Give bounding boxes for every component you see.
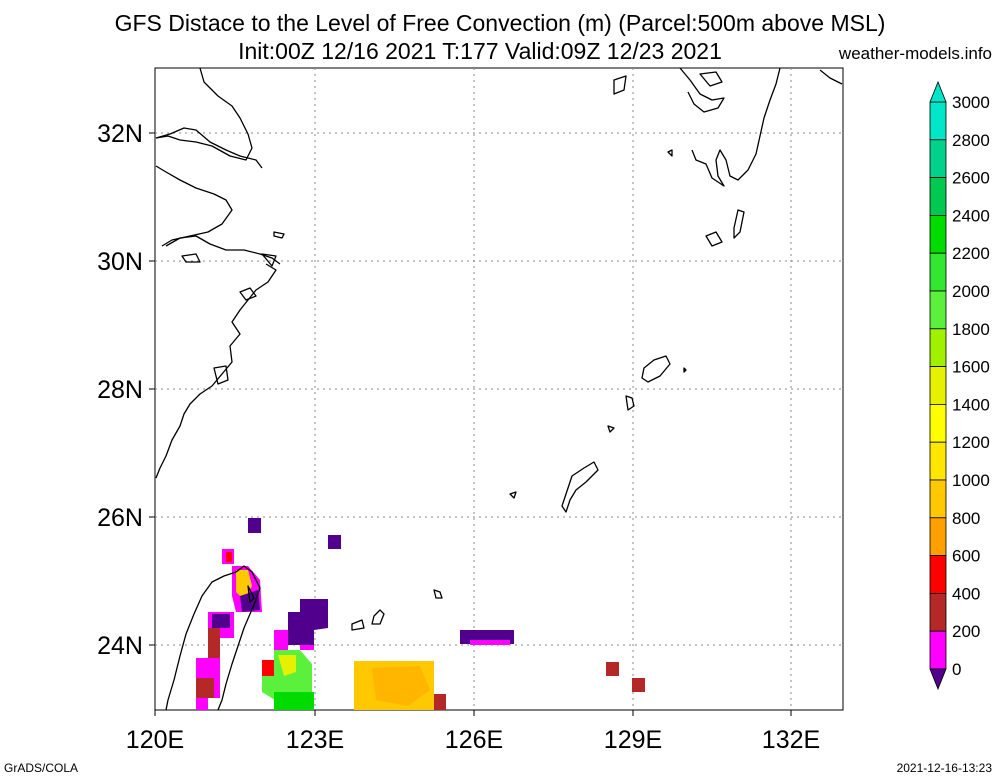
footer-timestamp: 2021-12-16-13:23 bbox=[896, 761, 992, 775]
lon-label: 132E bbox=[762, 726, 820, 754]
coastlines bbox=[155, 67, 843, 711]
lat-label: 28N bbox=[97, 376, 143, 404]
colorbar-segment bbox=[929, 177, 947, 216]
colorbar: 3000280026002400220020001800160014001200… bbox=[929, 80, 990, 691]
colorbar-segment bbox=[929, 252, 947, 292]
colorbar-segment bbox=[929, 555, 947, 594]
colorbar-segment bbox=[929, 139, 947, 179]
colorbar-label: 800 bbox=[952, 509, 980, 528]
colorbar-segment bbox=[929, 403, 947, 443]
colorbar-segment bbox=[929, 366, 947, 405]
map-title: GFS Distace to the Level of Free Convect… bbox=[114, 10, 886, 36]
colorbar-segment bbox=[929, 328, 947, 367]
colorbar-label: 2400 bbox=[952, 206, 990, 225]
colorbar-segment bbox=[929, 593, 947, 632]
colorbar-label: 1600 bbox=[952, 358, 990, 377]
colorbar-segment bbox=[929, 479, 947, 519]
colorbar-segment bbox=[929, 214, 947, 254]
lat-label: 24N bbox=[97, 632, 143, 660]
colorbar-label: 3000 bbox=[952, 93, 990, 112]
lat-label: 30N bbox=[97, 248, 143, 276]
colorbar-segment bbox=[929, 441, 947, 481]
colorbar-label: 600 bbox=[952, 547, 980, 566]
colorbar-top-arrow bbox=[929, 80, 947, 103]
colorbar-segment bbox=[929, 101, 947, 141]
lfc-shading bbox=[196, 518, 645, 710]
tick-marks bbox=[149, 132, 792, 716]
lat-label: 32N bbox=[97, 120, 143, 148]
map-subtitle: Init:00Z 12/16 2021 T:177 Valid:09Z 12/2… bbox=[238, 38, 722, 64]
colorbar-segment bbox=[929, 290, 947, 330]
lon-label: 123E bbox=[286, 726, 344, 754]
colorbar-segment bbox=[929, 630, 947, 670]
lon-label: 129E bbox=[604, 726, 662, 754]
colorbar-label: 2800 bbox=[952, 131, 990, 150]
colorbar-label: 1000 bbox=[952, 471, 990, 490]
gridlines bbox=[155, 68, 843, 710]
lon-label: 120E bbox=[126, 726, 184, 754]
site-credit: weather-models.info bbox=[838, 44, 992, 63]
colorbar-label: 2200 bbox=[952, 244, 990, 263]
colorbar-label: 0 bbox=[952, 660, 961, 679]
colorbar-label: 400 bbox=[952, 584, 980, 603]
lon-labels: 120E 123E 126E 129E 132E bbox=[126, 726, 820, 754]
colorbar-label: 200 bbox=[952, 622, 980, 641]
colorbar-label: 1200 bbox=[952, 433, 990, 452]
colorbar-segment bbox=[929, 517, 947, 556]
colorbar-label: 2000 bbox=[952, 282, 990, 301]
lat-labels: 32N 30N 28N 26N 24N bbox=[97, 120, 143, 660]
colorbar-label: 2600 bbox=[952, 169, 990, 188]
footer-software: GrADS/COLA bbox=[4, 761, 79, 775]
colorbar-bottom-arrow bbox=[929, 668, 947, 691]
colorbar-label: 1800 bbox=[952, 320, 990, 339]
lat-label: 26N bbox=[97, 504, 143, 532]
colorbar-label: 1400 bbox=[952, 395, 990, 414]
lon-label: 126E bbox=[445, 726, 503, 754]
